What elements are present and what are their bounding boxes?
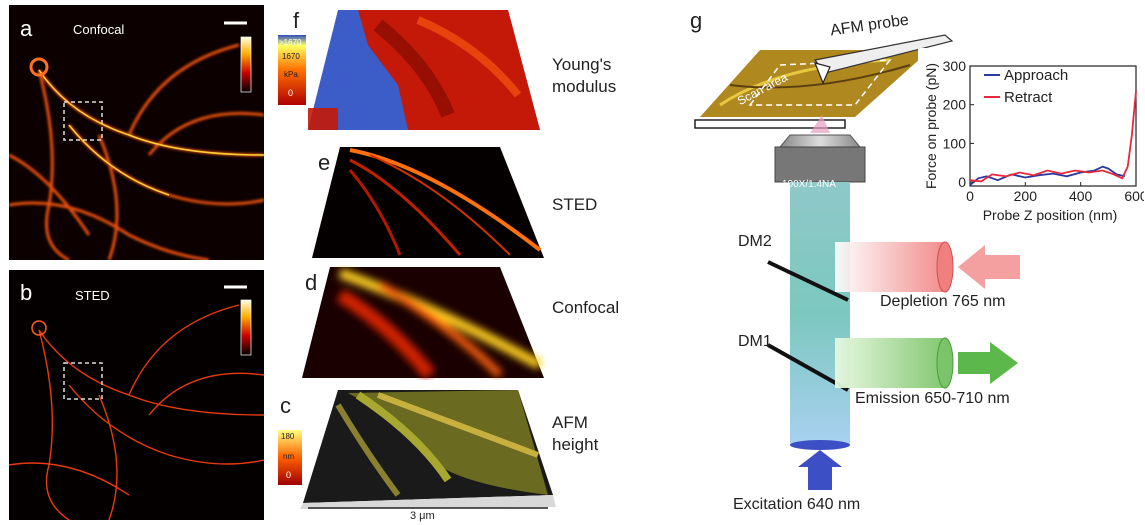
panel-letter-e: e [318,150,331,175]
y-tick-label: 300 [943,58,967,74]
series-line-retract [969,91,1137,183]
panel-c-label-line2: height [552,435,599,454]
panel-a-image [8,5,265,262]
panel-f-label-line2: modulus [552,77,617,96]
emission-arrow-icon [958,342,1018,384]
force-curve-svg: 0 200 400 600 0 100 200 300 Approach Retract Pro… [918,48,1145,233]
panel-letter-c: c [280,393,291,418]
plot-frame [969,65,1137,187]
series-line-approach [969,165,1126,186]
panel-d [300,265,545,380]
chart-lines [969,91,1137,186]
colorbar [240,36,252,93]
panel-b-image [8,270,265,521]
y-tick-label: 200 [943,97,967,113]
sted-micrograph [8,270,265,521]
panel-g-schematic [690,5,1020,520]
panel-letter-g: g [690,8,703,33]
c-colorbar-min: 0 [286,470,292,480]
scan-sample [700,50,930,117]
x-tick-label: 400 [1069,188,1093,204]
dm2-label: DM2 [738,233,772,250]
panel-e-label: STED [552,195,598,214]
c-colorbar-unit: nm [283,452,295,461]
colorbar [278,35,306,105]
panel-letter-a: a [20,16,33,41]
panel-letter-f: f [293,8,300,33]
panel-f [278,5,548,135]
y-tick-label: 100 [943,135,967,151]
zoom-region-box [63,101,103,141]
panel-c-scale-text: 3 μm [410,510,435,522]
confocal-zoom-map [302,267,544,380]
dm1-label: DM1 [738,333,772,350]
panel-e [310,145,545,260]
panel-b-title: STED [75,288,110,303]
colorbar [278,430,302,485]
y-tick-label: 0 [958,174,966,190]
objective-label: 100X/1.4NA [782,179,836,190]
x-tick-label: 200 [1014,188,1038,204]
f-colorbar-min: 0 [288,88,294,98]
setup-diagram [694,34,1020,490]
afm-height-3d [278,390,556,509]
f-colorbar-unit: kPa [284,70,298,79]
panel-d-label: Confocal [552,298,620,317]
force-curve-chart: 0 200 400 600 0 100 200 300 Approach Retract Pro… [918,48,1145,233]
panel-letter-d: d [305,270,318,295]
sted-zoom-map [312,147,544,258]
excitation-label: Excitation 640 nm [733,496,861,513]
panel-f-label-line1: Young's [552,55,612,74]
c-colorbar-max: 180 [281,432,295,441]
panel-a-title: Confocal [73,22,125,37]
chart-ticks: 0 200 400 600 0 100 200 300 [943,58,1145,204]
coverslip [694,119,846,129]
depletion-arrow-icon [958,245,1020,289]
excitation-arrow-icon [798,450,842,490]
legend-label-approach: Approach [1004,67,1068,84]
chart-legend: Approach Retract [984,67,1068,106]
beam-column [790,182,850,445]
chart-axes [969,65,1137,187]
chart-ylabel: Force on probe (pN) [923,63,939,189]
confocal-micrograph [8,5,265,262]
panel-c [278,385,558,510]
dichroic-mirror-1 [767,343,849,392]
f-colorbar-max: >1670 [279,38,302,47]
objective-lens [774,146,866,183]
x-tick-label: 600 [1124,188,1144,204]
emission-beam [835,338,945,388]
x-tick-label: 0 [966,188,974,204]
dichroic-mirror-2 [767,260,849,302]
panel-letter-b: b [20,280,33,305]
legend-label-retract: Retract [1004,89,1053,106]
depletion-beam [835,242,945,292]
youngs-modulus-map [278,10,540,130]
panel-c-label-line1: AFM [552,413,588,432]
chart-xlabel: Probe Z position (nm) [983,207,1118,223]
depletion-label: Depletion 765 nm [880,293,1006,310]
zoom-region-box [63,362,103,400]
colorbar [240,299,252,356]
emission-label: Emission 650-710 nm [855,390,1010,407]
f-colorbar-mid: 1670 [282,52,300,61]
